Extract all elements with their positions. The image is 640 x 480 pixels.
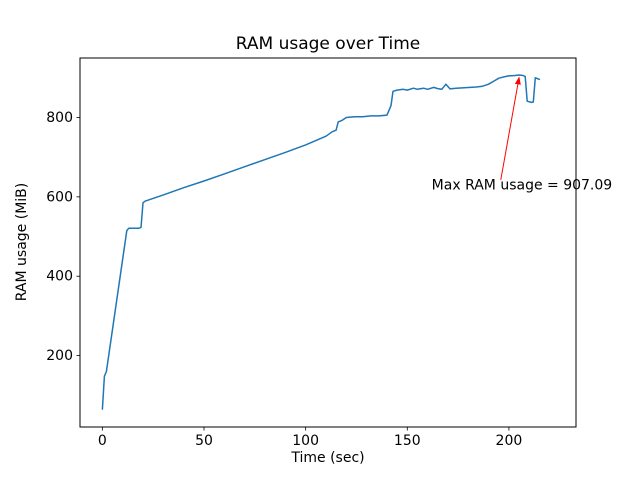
y-tick-label: 800 — [46, 110, 73, 126]
plot-border — [79, 57, 577, 428]
y-tick-label: 400 — [46, 269, 73, 285]
chart-title: RAM usage over Time — [236, 34, 420, 54]
x-tick-label: 100 — [292, 433, 319, 449]
annotation-arrow — [500, 76, 521, 180]
y-tick-label: 200 — [46, 348, 73, 364]
x-tick-label: 50 — [195, 433, 213, 449]
annotation-text: Max RAM usage = 907.09 — [432, 178, 613, 194]
ram-usage-line — [101, 74, 541, 410]
x-tick-label: 0 — [98, 433, 107, 449]
y-tick-label: 600 — [46, 189, 73, 205]
axis-ticks: 0 50 100 150 200 200 400 600 800 — [46, 110, 522, 449]
x-axis-label: Time (sec) — [290, 450, 364, 466]
x-tick-label: 150 — [394, 433, 421, 449]
y-axis-label: RAM usage (MiB) — [14, 183, 30, 301]
x-tick-label: 200 — [496, 433, 523, 449]
